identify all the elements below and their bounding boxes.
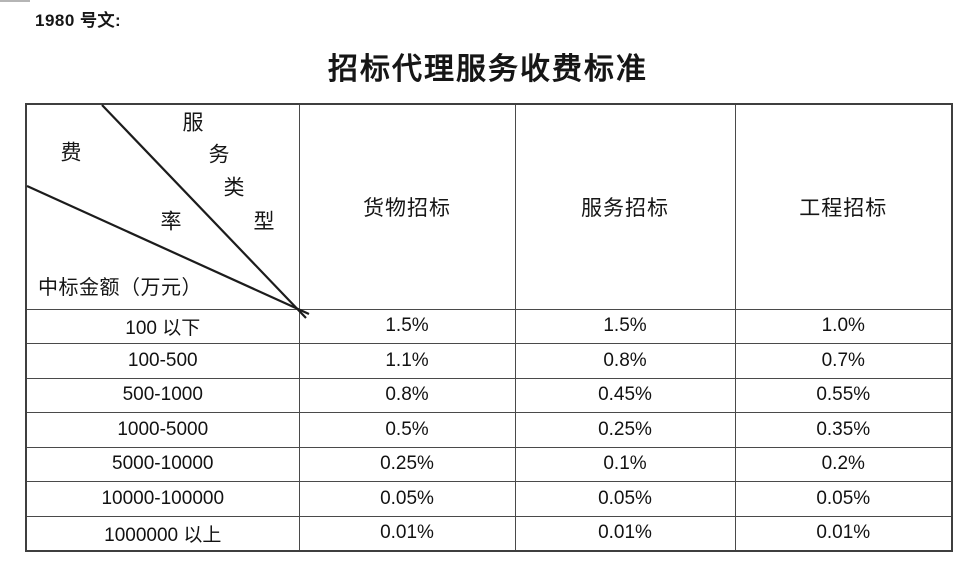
col-axis-char: 型 [253, 209, 275, 234]
col-axis-char: 类 [223, 175, 245, 200]
corner-header-cell: 服 务 类 型 费 率 中标金额（万元） [25, 103, 310, 319]
rate-cell: 0.45% [514, 377, 736, 413]
rate-cell: 0.05% [734, 481, 953, 517]
rate-cell: 0.05% [298, 481, 516, 517]
table-row: 5000-10000 0.25% 0.1% 0.2% [25, 446, 953, 482]
row-axis-char: 费 [60, 140, 82, 165]
rate-cell: 1.5% [514, 308, 736, 344]
amount-range-cell: 100-500 [25, 343, 300, 379]
amount-range-cell: 10000-100000 [25, 481, 300, 517]
amount-range-cell: 100 以下 [25, 308, 300, 344]
col-axis-char: 务 [208, 142, 230, 167]
rate-cell: 0.25% [514, 412, 736, 448]
rate-cell: 0.8% [514, 343, 736, 379]
amount-range-cell: 1000-5000 [25, 412, 300, 448]
amount-axis-label: 中标金额（万元） [38, 275, 202, 299]
amount-range-cell: 1000000 以上 [25, 515, 300, 551]
diagonal-divider-lines [26, 104, 310, 319]
column-header-works: 工程招标 [734, 103, 953, 310]
rate-cell: 0.01% [298, 515, 516, 551]
table-row: 10000-100000 0.05% 0.05% 0.05% [25, 481, 953, 517]
rate-cell: 0.2% [734, 446, 953, 482]
rate-cell: 0.05% [514, 481, 736, 517]
rate-cell: 0.1% [514, 446, 736, 482]
amount-range-cell: 5000-10000 [25, 446, 300, 482]
scan-edge-artifact [0, 0, 30, 2]
table-row: 1000-5000 0.5% 0.25% 0.35% [25, 412, 953, 448]
row-axis-char: 率 [160, 209, 182, 234]
rate-cell: 0.5% [298, 412, 516, 448]
doc-reference: 1980 号文: [35, 11, 122, 30]
rate-cell: 1.0% [734, 308, 953, 344]
table-row: 1000000 以上 0.01% 0.01% 0.01% [25, 515, 953, 551]
column-header-services: 服务招标 [514, 103, 736, 310]
rate-cell: 0.7% [734, 343, 953, 379]
table-header-row: 服 务 类 型 费 率 中标金额（万元） 货物招标 服务招标 工程招标 [25, 103, 953, 319]
rate-cell: 0.35% [734, 412, 953, 448]
page-title: 招标代理服务收费标准 [328, 52, 648, 87]
rate-cell: 0.55% [734, 377, 953, 413]
table-row: 500-1000 0.8% 0.45% 0.55% [25, 377, 953, 413]
rate-cell: 0.01% [734, 515, 953, 551]
rate-cell: 1.5% [298, 308, 516, 344]
col-axis-char: 服 [182, 110, 204, 135]
column-header-goods: 货物招标 [298, 103, 516, 310]
table-row: 100 以下 1.5% 1.5% 1.0% [25, 308, 953, 344]
table-row: 100-500 1.1% 0.8% 0.7% [25, 343, 953, 379]
fee-table: 服 务 类 型 费 率 中标金额（万元） 货物招标 服务招标 工程招标 100 … [25, 103, 953, 552]
rate-cell: 0.01% [514, 515, 736, 551]
rate-cell: 0.25% [298, 446, 516, 482]
rate-cell: 0.8% [298, 377, 516, 413]
rate-cell: 1.1% [298, 343, 516, 379]
amount-range-cell: 500-1000 [25, 377, 300, 413]
